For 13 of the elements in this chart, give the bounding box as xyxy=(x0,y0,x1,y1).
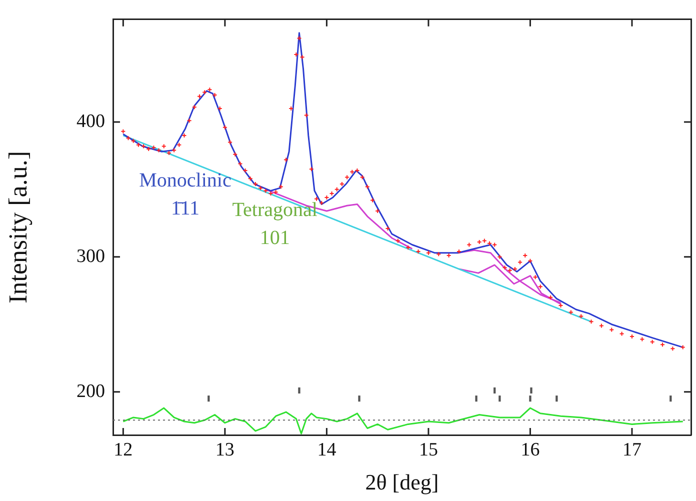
annotation: Tetragonal 101 xyxy=(232,198,318,249)
x-tick-label: 13 xyxy=(215,439,234,460)
x-tick-label: 12 xyxy=(114,439,133,460)
y-tick-label: 300 xyxy=(76,246,105,267)
x-axis-title: 2θ [deg] xyxy=(365,470,439,495)
y-axis-title: Intensity [a.u.] xyxy=(3,151,32,304)
x-tick-label: 15 xyxy=(418,439,438,460)
y-tick-label: 200 xyxy=(76,380,105,402)
x-tick-label: 14 xyxy=(317,439,337,460)
y-tick-label: 400 xyxy=(76,110,105,132)
x-tick-label: 16 xyxy=(520,439,540,460)
x-tick-label: 17 xyxy=(622,439,642,460)
annotation: Monoclinic 1̄11 xyxy=(139,170,232,220)
